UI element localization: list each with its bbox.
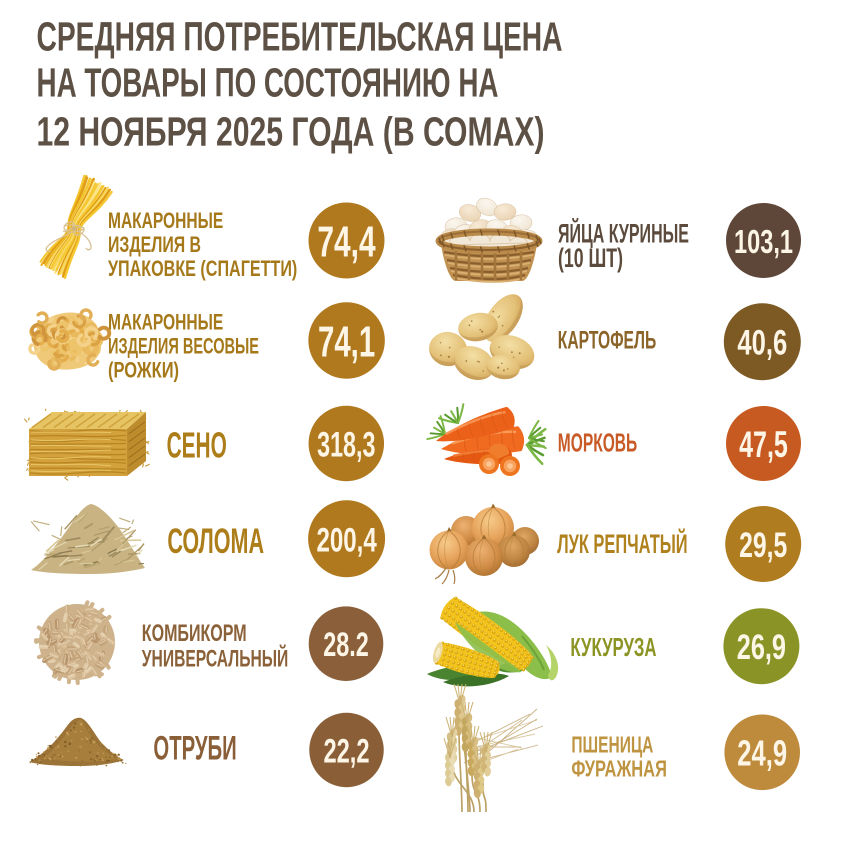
svg-text:СОЛОМА: СОЛОМА [167, 522, 264, 561]
svg-text:УНИВЕРСАЛЬНЫЙ: УНИВЕРСАЛЬНЫЙ [142, 645, 288, 673]
svg-text:КОМБИКОРМ: КОМБИКОРМ [142, 620, 247, 647]
svg-text:28.2: 28.2 [323, 626, 369, 664]
svg-text:29,5: 29,5 [739, 526, 787, 565]
svg-text:24,9: 24,9 [737, 732, 787, 773]
svg-text:МОРКОВЬ: МОРКОВЬ [558, 427, 637, 457]
svg-text:ФУРАЖНАЯ: ФУРАЖНАЯ [571, 756, 667, 782]
svg-text:318,3: 318,3 [317, 424, 375, 464]
svg-text:СЕНО: СЕНО [167, 426, 227, 466]
svg-text:74,4: 74,4 [317, 218, 376, 266]
svg-text:МАКАРОННЫЕ: МАКАРОННЫЕ [108, 208, 223, 233]
svg-text:ПШЕНИЦА: ПШЕНИЦА [571, 732, 653, 758]
svg-text:(10 ШТ): (10 ШТ) [558, 243, 623, 273]
svg-text:12 НОЯБРЯ 2025 ГОДА (В СОМАХ): 12 НОЯБРЯ 2025 ГОДА (В СОМАХ) [37, 109, 545, 155]
svg-text:КАРТОФЕЛЬ: КАРТОФЕЛЬ [558, 328, 656, 355]
svg-text:74,1: 74,1 [318, 318, 375, 366]
svg-text:103,1: 103,1 [734, 224, 793, 261]
svg-text:22,2: 22,2 [323, 732, 369, 770]
svg-text:МАКАРОННЫЕ: МАКАРОННЫЕ [108, 309, 223, 334]
svg-text:ИЗДЕЛИЯ ВЕСОВЫЕ: ИЗДЕЛИЯ ВЕСОВЫЕ [108, 334, 259, 359]
svg-text:СРЕДНЯЯ ПОТРЕБИТЕЛЬСКАЯ ЦЕНА: СРЕДНЯЯ ПОТРЕБИТЕЛЬСКАЯ ЦЕНА [37, 14, 563, 60]
svg-text:НА ТОВАРЫ ПО СОСТОЯНИЮ НА: НА ТОВАРЫ ПО СОСТОЯНИЮ НА [37, 60, 499, 106]
svg-text:47,5: 47,5 [739, 424, 788, 465]
svg-text:УПАКОВКЕ (СПАГЕТТИ): УПАКОВКЕ (СПАГЕТТИ) [108, 256, 297, 281]
svg-text:(РОЖКИ): (РОЖКИ) [108, 358, 179, 383]
svg-text:ОТРУБИ: ОТРУБИ [153, 730, 236, 768]
svg-text:26,9: 26,9 [737, 628, 786, 667]
svg-text:ЛУК РЕПЧАТЫЙ: ЛУК РЕПЧАТЫЙ [557, 529, 688, 559]
svg-text:КУКУРУЗА: КУКУРУЗА [570, 632, 656, 662]
svg-text:200,4: 200,4 [316, 521, 377, 559]
svg-text:40,6: 40,6 [737, 324, 787, 363]
svg-text:ИЗДЕЛИЯ В: ИЗДЕЛИЯ В [108, 232, 201, 257]
